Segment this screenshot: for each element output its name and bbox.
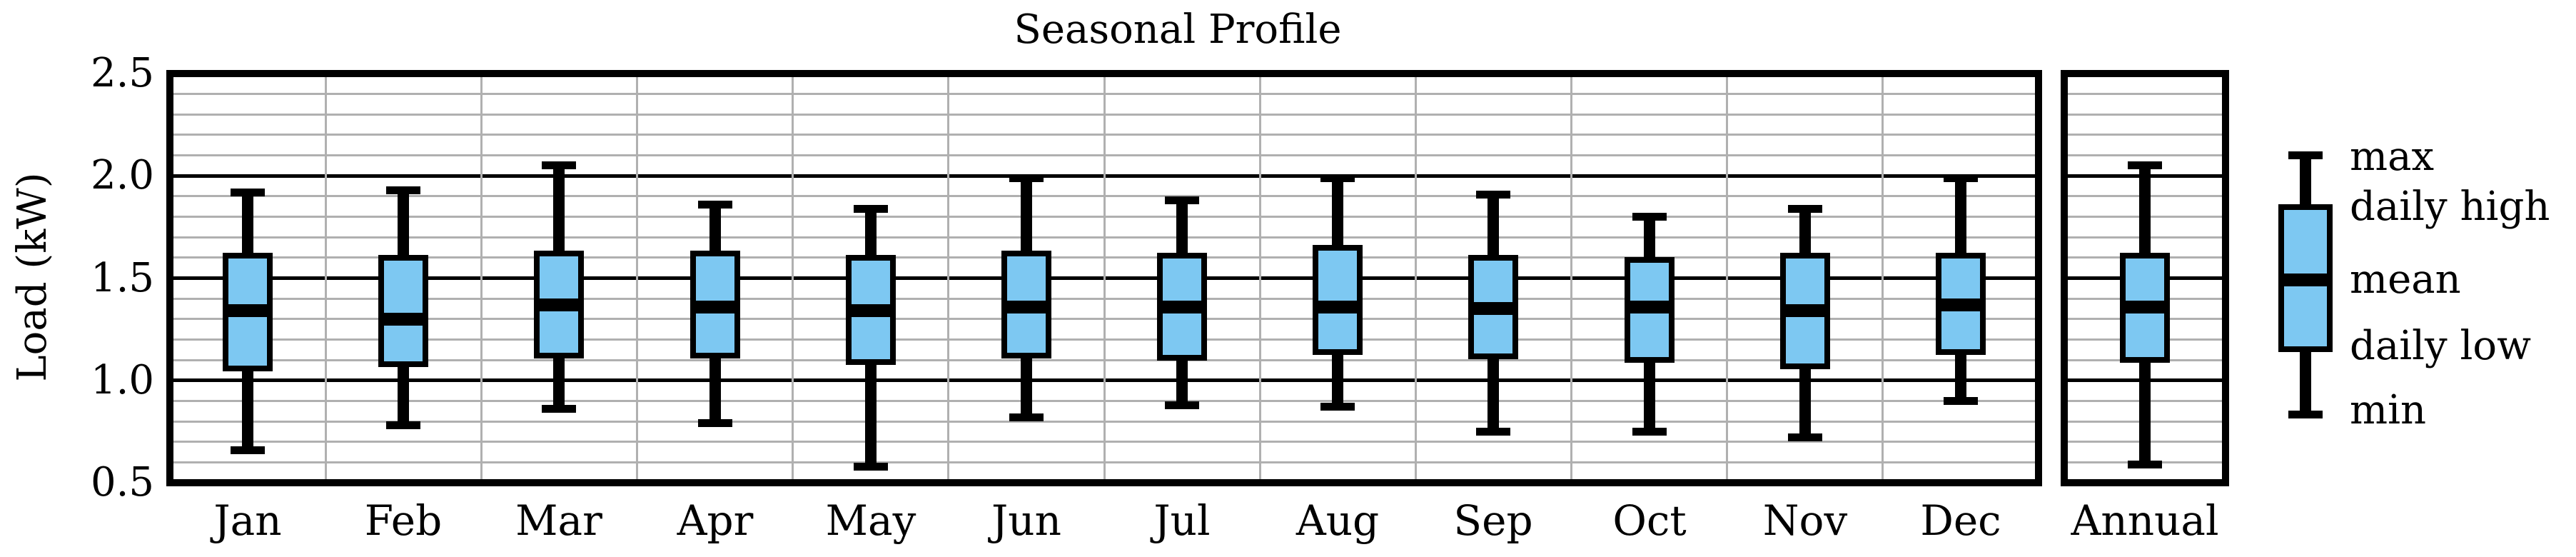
x-label-annual: Annual xyxy=(2071,496,2219,545)
whisker-cap-min-aug xyxy=(1320,403,1355,411)
y-tick-label-0.5: 0.5 xyxy=(90,459,154,506)
x-label-jan: Jan xyxy=(213,496,282,545)
whisker-cap-max-jan xyxy=(231,189,265,196)
x-label-jun: Jun xyxy=(991,496,1061,545)
whisker-cap-min-may xyxy=(854,463,888,471)
x-label-nov: Nov xyxy=(1762,496,1848,545)
gridline-vertical-10 xyxy=(1726,74,1728,483)
whisker-cap-max-jun xyxy=(1009,174,1044,182)
box-body-feb xyxy=(378,255,428,367)
mean-line-nov xyxy=(1780,304,1830,317)
whisker-cap-min-sep xyxy=(1476,428,1510,436)
legend-label-daily-high: daily high xyxy=(2350,184,2550,230)
mean-line-sep xyxy=(1468,302,1518,315)
mean-line-apr xyxy=(690,301,740,313)
whisker-cap-max-may xyxy=(854,205,888,213)
x-label-dec: Dec xyxy=(1920,496,2001,545)
legend-mean-line xyxy=(2278,274,2333,286)
x-label-mar: Mar xyxy=(515,496,602,545)
mean-line-oct xyxy=(1625,301,1675,313)
whisker-cap-min-jan xyxy=(231,446,265,454)
x-label-jul: Jul xyxy=(1153,496,1211,545)
whisker-cap-max-sep xyxy=(1476,191,1510,199)
whisker-cap-max-nov xyxy=(1788,205,1822,213)
x-label-oct: Oct xyxy=(1612,496,1687,545)
gridline-vertical-3 xyxy=(636,74,638,483)
x-label-sep: Sep xyxy=(1453,496,1533,545)
whisker-cap-max-mar xyxy=(542,161,576,169)
mean-line-jul xyxy=(1157,301,1207,313)
gridline-vertical-8 xyxy=(1415,74,1417,483)
annual-panel-frame xyxy=(2061,70,2229,486)
gridline-minor-annual-2.4 xyxy=(2064,93,2226,95)
y-tick-label-2.5: 2.5 xyxy=(90,50,154,96)
whisker-cap-max-aug xyxy=(1320,174,1355,182)
mean-line-jun xyxy=(1001,301,1051,313)
mean-line-mar xyxy=(534,298,584,311)
whisker-cap-max-oct xyxy=(1632,213,1667,221)
whisker-cap-max-annual xyxy=(2128,161,2162,169)
gridline-vertical-9 xyxy=(1570,74,1572,483)
x-label-feb: Feb xyxy=(364,496,443,545)
whisker-cap-min-apr xyxy=(698,419,732,427)
gridline-minor-annual-2.3 xyxy=(2064,114,2226,116)
gridline-vertical-6 xyxy=(1103,74,1106,483)
gridline-vertical-2 xyxy=(480,74,483,483)
legend-label-daily-low: daily low xyxy=(2350,323,2532,369)
monthly-panel-frame xyxy=(166,70,2042,486)
mean-line-aug xyxy=(1313,301,1363,313)
gridline-vertical-1 xyxy=(325,74,327,483)
whisker-cap-min-nov xyxy=(1788,433,1822,441)
gridline-vertical-5 xyxy=(947,74,949,483)
mean-line-jan xyxy=(223,304,273,317)
legend-label-mean: mean xyxy=(2350,256,2461,303)
whisker-cap-min-feb xyxy=(386,421,420,429)
whisker-cap-min-mar xyxy=(542,405,576,413)
gridline-vertical-7 xyxy=(1259,74,1261,483)
legend-cap-max xyxy=(2288,151,2323,159)
mean-line-feb xyxy=(378,313,428,326)
mean-line-dec xyxy=(1936,298,1986,311)
legend-cap-min xyxy=(2288,411,2323,418)
box-body-aug xyxy=(1313,245,1363,355)
whisker-cap-min-jul xyxy=(1165,401,1199,409)
whisker-cap-min-dec xyxy=(1944,397,1978,405)
whisker-cap-min-jun xyxy=(1009,413,1044,421)
whisker-cap-max-apr xyxy=(698,201,732,209)
chart-title: Seasonal Profile xyxy=(1014,6,1342,53)
y-tick-label-2.0: 2.0 xyxy=(90,152,154,199)
whisker-cap-max-feb xyxy=(386,186,420,194)
gridline-vertical-11 xyxy=(1882,74,1884,483)
legend-label-min: min xyxy=(2350,387,2427,433)
mean-line-annual xyxy=(2120,301,2170,313)
y-tick-label-1.5: 1.5 xyxy=(90,255,154,301)
gridline-minor-annual-2.1 xyxy=(2064,154,2226,156)
x-label-apr: Apr xyxy=(677,496,754,545)
y-tick-label-1.0: 1.0 xyxy=(90,357,154,403)
whisker-cap-min-annual xyxy=(2128,461,2162,468)
whisker-cap-max-dec xyxy=(1944,174,1978,182)
x-label-may: May xyxy=(825,496,916,545)
gridline-minor-annual-2.2 xyxy=(2064,134,2226,136)
x-label-aug: Aug xyxy=(1295,496,1380,545)
whisker-cap-max-jul xyxy=(1165,196,1199,204)
gridline-vertical-4 xyxy=(792,74,794,483)
legend-label-max: max xyxy=(2350,134,2435,180)
mean-line-may xyxy=(846,304,896,317)
whisker-cap-min-oct xyxy=(1632,428,1667,436)
